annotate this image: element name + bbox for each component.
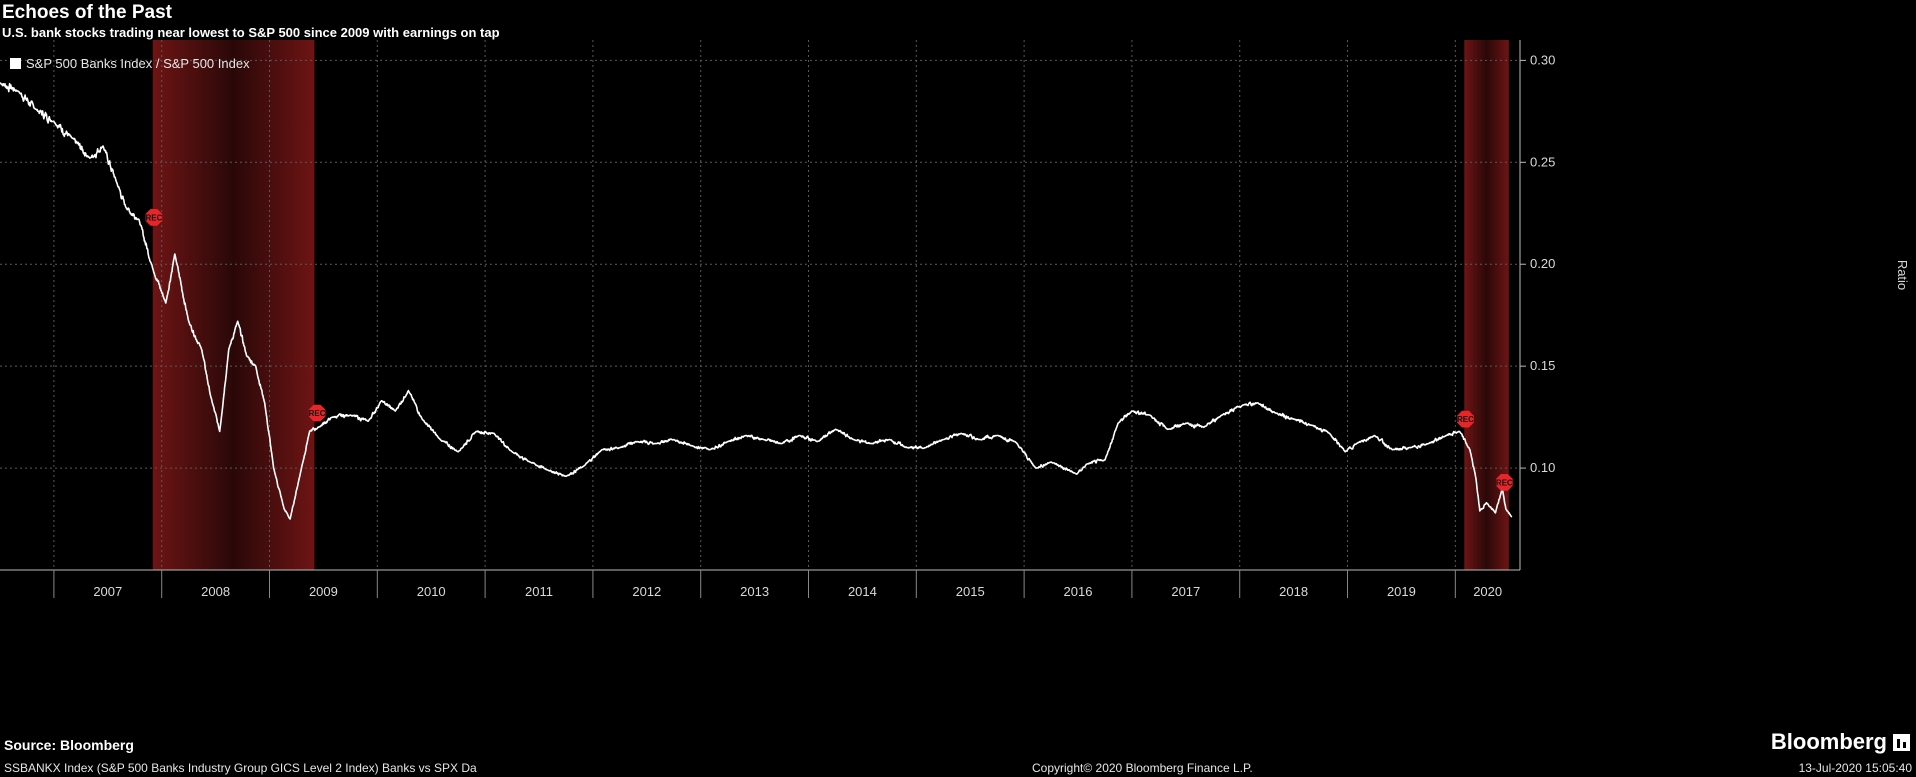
source-label: Source: Bloomberg [4,737,134,753]
brand-name: Bloomberg [1770,729,1887,754]
x-tick-label: 2007 [93,584,122,599]
y-tick-label: 0.25 [1530,154,1555,169]
rec-marker [1457,410,1474,428]
x-tick-label: 2018 [1279,584,1308,599]
recession-band [152,40,315,570]
y-tick-label: 0.15 [1530,358,1555,373]
rec-marker [308,404,326,422]
x-tick-label: 2011 [525,584,553,599]
gridlines [0,40,1520,570]
recession-bands [152,40,1509,570]
series-layer [0,82,1513,520]
rec-marker-label: REC [1496,478,1513,487]
series-line [0,82,1513,520]
x-tick-label: 2019 [1387,584,1416,599]
x-tick-label: 2020 [1473,584,1502,599]
y-axis-label: Ratio [1895,260,1910,290]
x-tick-label: 2013 [740,584,769,599]
chart-title: Echoes of the Past [2,2,172,23]
bloomberg-logo: Bloomberg [1771,729,1910,755]
x-tick-label: 2017 [1171,584,1200,599]
rec-marker [1496,474,1513,491]
x-tick-label: 2016 [1064,584,1093,599]
chart-subtitle: U.S. bank stocks trading near lowest to … [2,25,500,40]
rec-marker-label: REC [145,213,162,222]
terminal-icon [1893,733,1910,751]
rec-markers: REC REC REC REC [145,209,1513,491]
index-description: SSBANKX Index (S&P 500 Banks Industry Gr… [4,761,477,775]
x-tick-label: 2015 [956,584,985,599]
legend-label: S&P 500 Banks Index / S&P 500 Index [26,56,250,71]
y-tick-label: 0.20 [1530,256,1555,271]
legend-swatch [10,58,21,69]
x-tick-label: 2012 [632,584,661,599]
rec-marker-label: REC [309,409,326,418]
copyright-text: Copyright© 2020 Bloomberg Finance L.P. [1032,761,1253,775]
rec-marker-label: REC [1457,415,1474,424]
x-tick-label: 2009 [309,584,338,599]
y-tick-label: 0.10 [1530,460,1555,475]
axes: 0.30 0.25 0.20 0.15 0.10 2007 2008 2009 2010 2011… [0,40,1910,599]
x-tick-label: 2010 [417,584,446,599]
y-tick-label: 0.30 [1530,52,1555,67]
rec-marker [145,209,163,226]
timestamp: 13-Jul-2020 15:05:40 [1798,761,1912,775]
x-tick-label: 2014 [848,584,877,599]
legend: S&P 500 Banks Index / S&P 500 Index [10,56,250,71]
x-tick-label: 2008 [201,584,230,599]
